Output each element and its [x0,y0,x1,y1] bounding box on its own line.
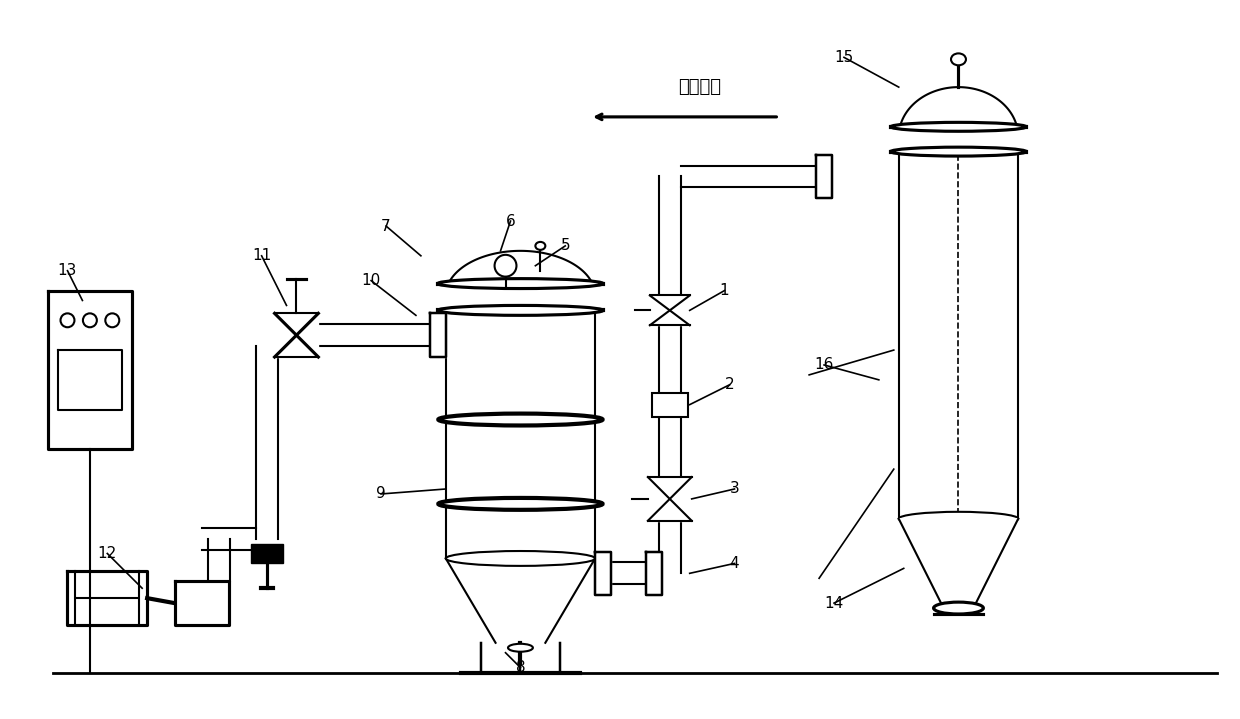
Ellipse shape [890,147,1027,156]
Text: 气流方向: 气流方向 [678,78,722,96]
Text: 10: 10 [362,273,381,288]
Polygon shape [438,283,603,311]
Text: 1: 1 [719,283,729,298]
Bar [652,393,688,416]
Text: 4: 4 [729,556,739,571]
Polygon shape [274,313,319,357]
Polygon shape [255,346,278,539]
Text: 8: 8 [516,660,526,675]
Ellipse shape [934,602,983,614]
Text: 13: 13 [58,263,77,278]
Polygon shape [650,296,689,325]
Ellipse shape [890,122,1027,132]
Ellipse shape [438,413,603,426]
Ellipse shape [536,242,546,250]
Polygon shape [595,551,611,595]
Ellipse shape [105,313,119,327]
Polygon shape [67,571,148,626]
Text: 6: 6 [506,214,516,229]
Ellipse shape [438,306,603,316]
Ellipse shape [899,512,1018,526]
Text: 7: 7 [381,219,391,234]
Ellipse shape [446,288,595,303]
Polygon shape [296,324,438,346]
Text: 12: 12 [98,546,117,561]
Polygon shape [430,313,446,357]
Polygon shape [208,539,231,581]
Polygon shape [646,551,662,595]
Ellipse shape [508,644,533,651]
Ellipse shape [61,313,74,327]
Text: 3: 3 [729,482,739,497]
Polygon shape [175,581,229,626]
Ellipse shape [438,279,603,288]
Ellipse shape [951,53,966,65]
Polygon shape [899,87,1018,137]
Polygon shape [57,350,123,410]
Polygon shape [647,477,692,521]
Polygon shape [603,562,658,585]
Polygon shape [658,176,681,573]
Polygon shape [446,296,595,559]
Text: 14: 14 [825,595,843,610]
Polygon shape [890,127,1027,152]
Polygon shape [816,155,832,198]
Polygon shape [681,165,825,188]
Polygon shape [899,519,1018,608]
Ellipse shape [446,551,595,566]
Text: 9: 9 [376,487,386,501]
Ellipse shape [495,255,517,277]
Polygon shape [47,290,133,449]
Polygon shape [899,137,1018,519]
Text: 16: 16 [815,357,833,372]
Polygon shape [446,251,595,296]
Text: 15: 15 [835,50,853,65]
Text: 5: 5 [560,239,570,253]
Text: 11: 11 [252,248,272,263]
Text: 2: 2 [724,377,734,393]
Polygon shape [202,528,255,549]
Ellipse shape [83,313,97,327]
Polygon shape [446,559,595,643]
Ellipse shape [438,498,603,510]
Polygon shape [250,544,283,564]
